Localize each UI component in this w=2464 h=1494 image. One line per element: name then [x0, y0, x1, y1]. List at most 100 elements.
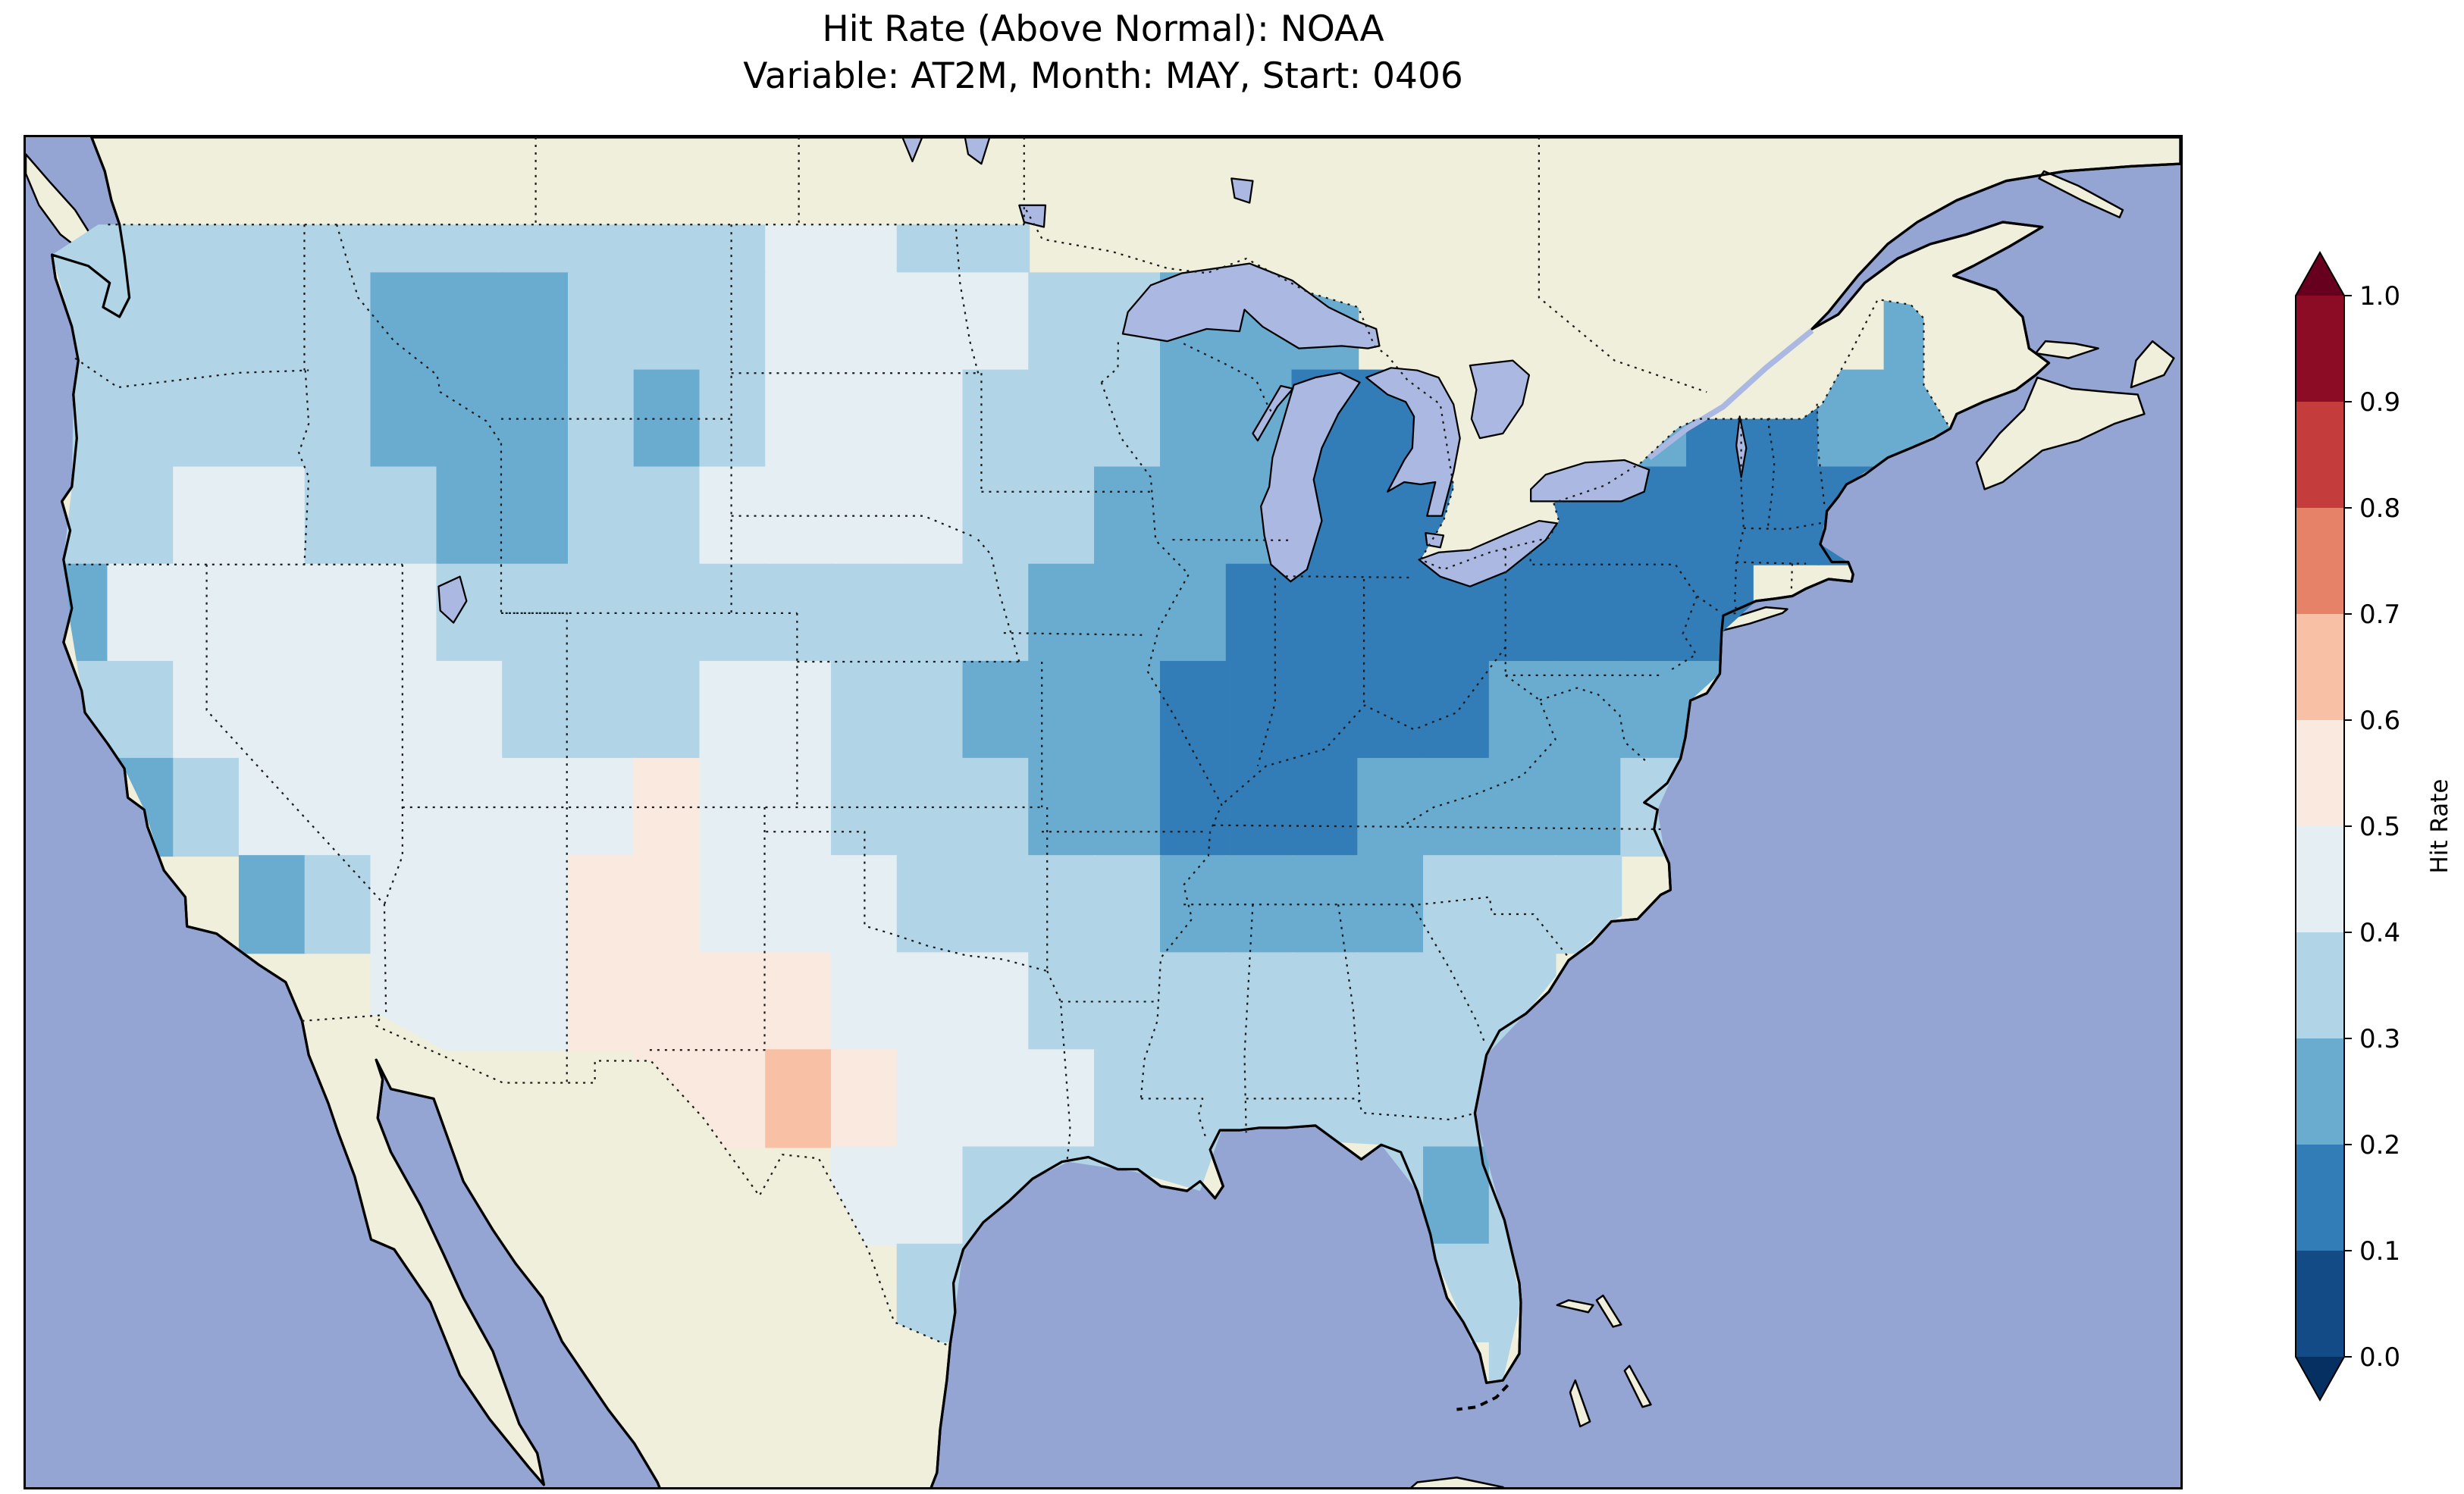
grid-cell [436, 660, 504, 760]
colorbar-under-arrow [2296, 1357, 2344, 1400]
colorbar-tick-label: 0.7 [2359, 600, 2400, 630]
grid-cell [107, 466, 175, 565]
grid-cell [962, 563, 1030, 662]
colorbar-band [2296, 932, 2344, 1038]
grid-cell [238, 563, 306, 662]
grid-cell [896, 660, 964, 760]
lake-michigan [1260, 371, 1361, 583]
grid-cell [831, 1049, 898, 1148]
title-line1: Hit Rate (Above Normal): NOAA [822, 8, 1384, 50]
georgian-bay [1469, 359, 1531, 440]
grid-cell [304, 466, 372, 565]
grid-cell [699, 660, 767, 760]
colorbar-band [2296, 1251, 2344, 1357]
colorbar-band [2296, 402, 2344, 508]
grid-cell [1620, 563, 1688, 662]
grid-cell [765, 466, 833, 565]
grid-cell [502, 369, 569, 468]
grid-cell [962, 369, 1030, 468]
grid-cell [1225, 563, 1293, 662]
grid-cell [1160, 466, 1227, 565]
grid-cell [896, 369, 964, 468]
colorbar-tick-label: 0.0 [2359, 1342, 2400, 1373]
grid-cell [765, 952, 833, 1051]
grid-cell [1357, 1049, 1425, 1148]
grid-cell [370, 369, 438, 468]
colorbar-band [2296, 720, 2344, 826]
grid-cell [1028, 855, 1096, 954]
grid-cell [1225, 757, 1293, 857]
grid-cell [962, 855, 1030, 954]
grid-cell [962, 272, 1030, 371]
grid-cell [962, 952, 1030, 1051]
grid-cell [765, 563, 833, 662]
grid-cell [1225, 660, 1293, 760]
grid-cell [699, 369, 767, 468]
grid-cell [173, 369, 240, 468]
grid-cell [304, 369, 372, 468]
grid-cell [699, 563, 767, 662]
grid-cell [1357, 855, 1425, 954]
chart-title: Hit Rate (Above Normal): NOAA Variable: … [24, 6, 2183, 100]
green-bay [1252, 384, 1294, 442]
grid-cell [765, 660, 833, 760]
grid-cell [831, 369, 898, 468]
lake-superior [1121, 262, 1381, 349]
coastline [51, 137, 2180, 1487]
grid-cell [831, 272, 898, 371]
grid-cell [436, 952, 504, 1051]
grid-cell [1357, 660, 1425, 760]
grid-cell [896, 1146, 964, 1245]
grid-cell [238, 272, 306, 371]
grid-cell [1423, 952, 1491, 1051]
grid-cell [1028, 563, 1096, 662]
colorbar: 1.0 0.9 0.8 0.7 0.6 0.5 0.4 0.3 0.2 0.1 0.0 Hit Rat… [2295, 250, 2453, 1402]
colorbar-over-arrow [2296, 252, 2344, 296]
grid-cell [304, 855, 372, 954]
grid-cell [896, 757, 964, 857]
grid-cell [238, 757, 306, 857]
grid-cell [1094, 757, 1161, 857]
lake-champlain [1735, 415, 1748, 478]
colorbar-tick-label: 0.8 [2359, 493, 2400, 524]
lake-st-clair [1425, 531, 1445, 549]
colorbar-band [2296, 296, 2344, 402]
grid-cell [896, 952, 964, 1051]
grid-cell [1291, 563, 1359, 662]
grid-cell [304, 660, 372, 760]
grid-cell [1291, 855, 1359, 954]
grid-cell [502, 272, 569, 371]
grid-cell [896, 466, 964, 565]
grid-cell [567, 855, 635, 954]
grid-cell [107, 563, 175, 662]
grid-cell [1160, 757, 1227, 857]
grid-cell [1028, 1049, 1096, 1148]
colorbar-tick-label: 0.6 [2359, 706, 2400, 736]
grid-cell [1094, 952, 1161, 1051]
grid-cell [1028, 272, 1096, 371]
grid-cell [238, 660, 306, 760]
colorbar-tick-label: 0.9 [2359, 387, 2400, 418]
grid-cell [896, 563, 964, 662]
grid-cell [1357, 563, 1425, 662]
title-line2: Variable: AT2M, Month: MAY, Start: 0406 [743, 55, 1463, 98]
grid-cell [173, 466, 240, 565]
colorbar-tick-label: 1.0 [2359, 281, 2400, 312]
grid-cell [1028, 369, 1096, 468]
grid-cell [1620, 660, 1688, 760]
grid-cell [567, 660, 635, 760]
grid-cell [173, 272, 240, 371]
colorbar-tick-label: 0.1 [2359, 1236, 2400, 1267]
grid-cell [1160, 855, 1227, 954]
grid-cell [831, 855, 898, 954]
grid-cell [173, 563, 240, 662]
colorbar-axis-label: Hit Rate [2426, 778, 2453, 873]
colorbar-band [2296, 508, 2344, 614]
lake-winnipeg [964, 137, 991, 165]
grid-cell [1094, 563, 1161, 662]
grid-cell [896, 855, 964, 954]
grid-cell [1357, 757, 1425, 857]
grid-cell [1554, 660, 1622, 760]
grid-cell [633, 466, 701, 565]
grid-cell [370, 855, 438, 954]
